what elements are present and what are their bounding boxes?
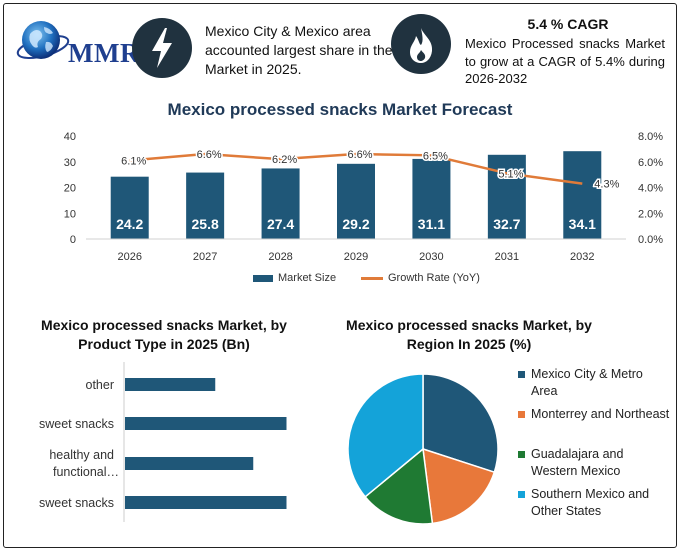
- region-legend-swatch: [518, 491, 525, 498]
- growth-rate-label: 6.5%: [423, 150, 448, 162]
- y-tick-right: 0.0%: [638, 234, 663, 246]
- product-type-chart: other sweet snacks healthy and functional… s…: [39, 362, 287, 522]
- bar: [487, 154, 526, 239]
- growth-rate-label: 5.1%: [498, 168, 523, 180]
- bar: [261, 168, 300, 239]
- bar-value-label: 27.4: [267, 216, 294, 232]
- hbar: [125, 417, 287, 430]
- bar-value-label: 34.1: [569, 216, 596, 232]
- category-label: sweet snacks: [39, 496, 114, 510]
- forecast-chart-title: Mexico processed snacks Market Forecast: [167, 100, 513, 119]
- product-type-chart-title: Mexico processed snacks Market, by Produ…: [41, 317, 287, 352]
- pie-slice: [347, 373, 424, 498]
- logo-text: MMR: [68, 38, 140, 68]
- growth-rate-label: 6.6%: [197, 149, 222, 161]
- growth-rate-line: [129, 152, 583, 185]
- growth-rate-label: 6.6%: [347, 149, 372, 161]
- y-tick-left: 20: [64, 183, 76, 195]
- x-tick-label: 2032: [570, 251, 594, 263]
- category-label: sweet snacks: [39, 417, 114, 431]
- bar-value-label: 25.8: [192, 216, 219, 232]
- bar-value-label: 24.2: [116, 216, 143, 232]
- pie-slice: [422, 447, 496, 525]
- forecast-chart: 0102030400.0%2.0%4.0%6.0%8.0%24.2202625.…: [64, 131, 664, 263]
- category-label-line: functional…: [53, 465, 119, 479]
- growth-rate-label: 4.3%: [594, 179, 619, 191]
- x-tick-label: 2027: [193, 251, 217, 263]
- y-tick-left: 0: [70, 234, 76, 246]
- region-legend-label: Guadalajara and Western Mexico: [531, 447, 624, 478]
- bar-value-label: 29.2: [342, 216, 369, 232]
- region-pie-chart: [347, 373, 499, 525]
- hbar: [125, 457, 254, 470]
- bar: [110, 176, 149, 239]
- region-legend-label: Southern Mexico and Other States: [531, 487, 650, 518]
- cagr-description: Mexico Processed snacks Market to grow a…: [465, 36, 665, 86]
- growth-rate-label: 6.2%: [272, 154, 297, 166]
- mmr-logo: MMR: [13, 14, 139, 72]
- bar: [563, 151, 602, 239]
- y-tick-right: 2.0%: [638, 208, 663, 220]
- bar-value-label: 31.1: [418, 216, 445, 232]
- legend-swatch-line: [361, 276, 383, 280]
- region-legend-swatch: [518, 411, 525, 418]
- x-tick-label: 2028: [268, 251, 292, 263]
- x-tick-label: 2026: [117, 251, 141, 263]
- legend-market-size: Market Size: [253, 272, 336, 284]
- hbar: [125, 378, 216, 391]
- y-tick-right: 4.0%: [638, 183, 663, 195]
- legend-label-growth-rate: Growth Rate (YoY): [388, 272, 480, 284]
- infographic-frame: MMR Mexico City & Mexico area accounted …: [3, 3, 677, 548]
- region-legend-label: Mexico City & Metro Area: [531, 367, 643, 398]
- legend-label-market-size: Market Size: [278, 272, 337, 284]
- region-legend-swatch: [518, 451, 525, 458]
- y-tick-left: 40: [64, 131, 76, 143]
- pie-slice: [422, 373, 499, 474]
- category-label: healthy and functional…: [49, 448, 119, 479]
- cagr-title: 5.4 % CAGR: [527, 16, 609, 32]
- y-tick-left: 30: [64, 157, 76, 169]
- bar: [337, 163, 375, 239]
- category-label: other: [86, 378, 115, 392]
- lightning-bolt-icon: [132, 18, 192, 78]
- flame-icon: [391, 14, 451, 74]
- bar: [186, 172, 225, 239]
- fact-mexico-city-share: Mexico City & Mexico area accounted larg…: [205, 23, 393, 77]
- hbar: [125, 496, 287, 509]
- pie-slice: [364, 447, 434, 525]
- region-legend-label: Monterrey and Northeast: [531, 407, 670, 421]
- x-tick-label: 2029: [344, 251, 368, 263]
- legend-swatch-bar: [253, 274, 273, 282]
- category-label-line: healthy and: [49, 448, 114, 462]
- region-legend-swatch: [518, 371, 525, 378]
- x-tick-label: 2030: [419, 251, 443, 263]
- y-tick-right: 6.0%: [638, 157, 663, 169]
- x-tick-label: 2031: [495, 251, 519, 263]
- y-tick-right: 8.0%: [638, 131, 663, 143]
- y-tick-left: 10: [64, 208, 76, 220]
- bar-value-label: 32.7: [493, 216, 520, 232]
- region-chart-title: Mexico processed snacks Market, by Regio…: [346, 317, 592, 352]
- globe-icon: [16, 21, 70, 59]
- bar: [412, 158, 451, 239]
- legend-growth-rate: Growth Rate (YoY): [361, 272, 480, 284]
- growth-rate-label: 6.1%: [121, 155, 146, 167]
